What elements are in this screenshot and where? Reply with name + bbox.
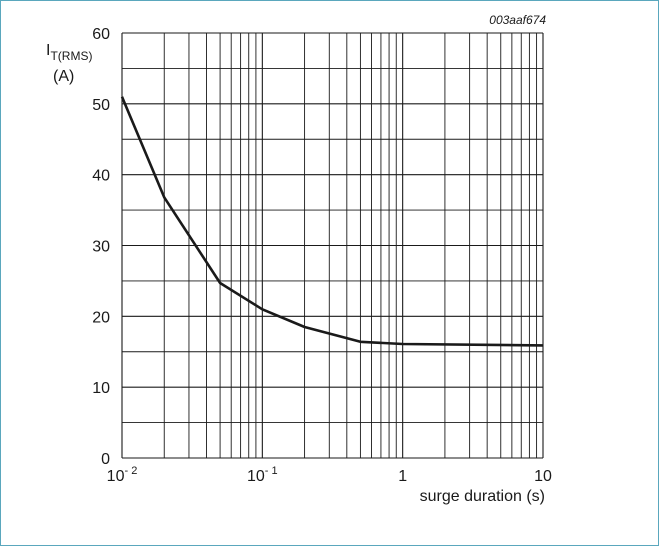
x-tick-label: 10 <box>534 468 552 485</box>
figure-id: 003aaf674 <box>489 13 546 27</box>
y-axis-label-subscript: T(RMS) <box>50 49 92 63</box>
y-tick-label: 50 <box>92 97 110 114</box>
y-axis-label: IT(RMS) (A) <box>46 42 92 85</box>
y-tick-label: 20 <box>92 309 110 326</box>
x-axis-label: surge duration (s) <box>420 488 545 505</box>
y-tick-label: 0 <box>101 451 110 468</box>
tick-labels: 0 10 20 30 40 50 60 10- 2 10- 1 1 10 <box>92 26 552 485</box>
y-axis-label-unit: (A) <box>53 68 74 85</box>
svg-text:IT(RMS): IT(RMS) <box>46 42 92 63</box>
grid <box>121 32 544 459</box>
y-tick-label: 30 <box>92 239 110 256</box>
series-line <box>120 96 544 347</box>
x-tick-label: 10- 1 <box>247 465 278 485</box>
y-axis-label-main: I <box>46 42 50 59</box>
y-tick-label: 60 <box>92 26 110 43</box>
x-tick-label: 10- 2 <box>107 465 138 485</box>
y-tick-label: 40 <box>92 168 110 185</box>
y-tick-label: 10 <box>92 380 110 397</box>
series-layer <box>120 96 544 347</box>
x-tick-label: 1 <box>398 468 407 485</box>
